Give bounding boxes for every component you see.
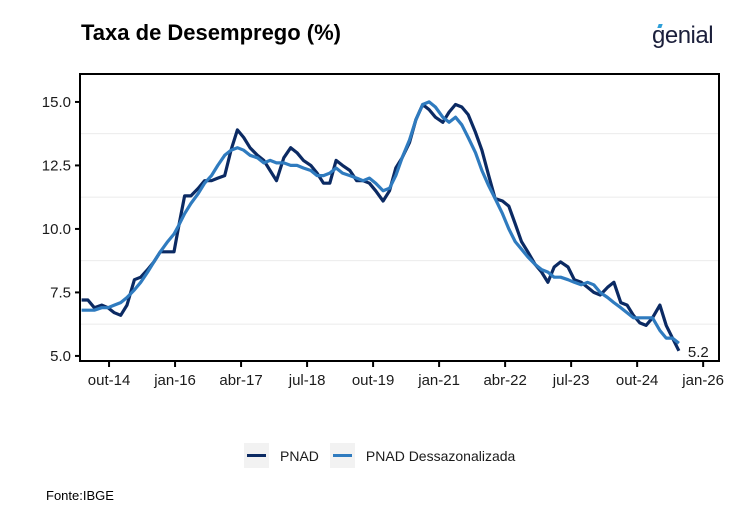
source-note: Fonte:IBGE [46,488,114,503]
y-tick-label: 7.5 [50,284,71,301]
x-axis: out-14 jan-16 abr-17 jul-18 out-19 jan-21 abr-… [88,361,724,389]
series-line-pnad [81,102,681,352]
x-tick-label: out-14 [88,372,131,389]
genial-logo: genial [652,22,714,50]
chart-title: Taxa de Desemprego (%) [81,20,342,45]
x-tick-label: jul-18 [288,372,326,389]
y-tick-label: 15.0 [42,94,71,111]
legend: PNAD PNAD Dessazonalizada [244,443,526,468]
y-tick-label: 5.0 [50,348,71,365]
plot-panel-border [79,73,720,362]
x-tick-label: jul-23 [552,372,590,389]
logo-text: genial [652,22,714,49]
x-tick-label: out-19 [352,372,395,389]
legend-swatch-dessaz [332,454,352,457]
x-tick-label: abr-17 [219,372,262,389]
end-value-label: 5.2 [688,344,709,361]
series-lines [81,100,681,352]
x-tick-label: out-24 [616,372,659,389]
end-labels: 5.2 [688,344,709,361]
line-chart: 5.0 7.5 10.0 12.5 15.0 out-14 jan-16 abr-17 jul… [42,73,724,389]
series-line-pnad-dessazonalizada [81,100,680,345]
x-tick-label: jan-26 [681,372,724,389]
x-tick-label: abr-22 [483,372,526,389]
legend-key-pnad [244,443,269,468]
x-tick-label: jan-16 [153,372,196,389]
legend-label-dessaz: PNAD Dessazonalizada [365,447,516,464]
y-tick-label: 10.0 [42,221,71,238]
grid-lines [80,133,719,325]
legend-swatch-pnad [247,454,266,457]
y-axis: 5.0 7.5 10.0 12.5 15.0 [42,94,80,365]
legend-label-pnad: PNAD [280,447,319,464]
legend-key-dessaz [329,443,355,468]
y-tick-label: 12.5 [42,157,71,174]
x-tick-label: jan-21 [417,372,460,389]
